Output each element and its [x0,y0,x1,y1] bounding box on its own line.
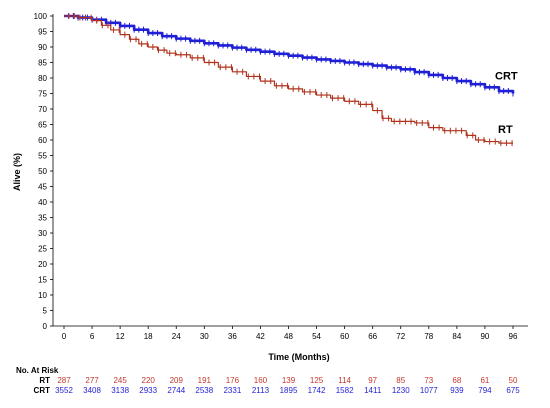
x-tick-label: 84 [452,332,461,341]
risk-value: 97 [368,376,377,385]
y-tick-label: 40 [38,198,47,207]
risk-value: 794 [478,386,492,395]
risk-value: 176 [226,376,240,385]
x-tick-label: 66 [368,332,377,341]
x-tick-label: 36 [228,332,237,341]
risk-row-crt: CRT 3552 3408 3138 2933 2744 2538 2331 2113 1895 1… [34,386,521,395]
risk-value: 114 [338,376,351,385]
x-tick-label: 12 [116,332,125,341]
y-tick-label: 80 [38,74,47,83]
risk-value: 3408 [83,386,101,395]
axes: 0510152025303540455055606570758085909510… [34,12,528,341]
risk-row-rt: RT 287 277 245 220 209 191 176 160 139 125 114 97 85 7… [39,376,518,385]
risk-value: 675 [506,386,520,395]
y-tick-label: 100 [34,12,48,21]
risk-value: 1077 [420,386,438,395]
y-tick-label: 75 [38,90,47,99]
y-tick-label: 0 [43,322,48,331]
x-tick-label: 72 [396,332,405,341]
risk-value: 3138 [111,386,129,395]
risk-value: 2331 [223,386,241,395]
risk-value: 1411 [364,386,382,395]
risk-value: 191 [198,376,212,385]
risk-value: 939 [450,386,464,395]
x-tick-label: 0 [62,332,67,341]
series-label-crt: CRT [495,71,518,83]
y-tick-label: 65 [38,121,47,130]
y-tick-label: 35 [38,214,47,223]
series-rt: RT [64,13,513,147]
x-tick-label: 6 [90,332,95,341]
risk-value: 85 [396,376,405,385]
series-label-rt: RT [498,124,513,136]
x-tick-label: 24 [172,332,181,341]
risk-value: 139 [282,376,296,385]
series-layer: CRT RT [64,13,518,147]
risk-value: 2744 [167,386,185,395]
risk-value: 125 [310,376,324,385]
y-tick-label: 60 [38,136,47,145]
y-tick-label: 10 [38,291,47,300]
x-tick-label: 54 [312,332,321,341]
risk-row-label: RT [39,376,50,385]
risk-row-label: CRT [34,386,51,395]
risk-value: 73 [424,376,433,385]
y-tick-label: 15 [38,276,47,285]
x-tick-label: 18 [144,332,153,341]
risk-value: 1230 [392,386,410,395]
x-tick-label: 78 [424,332,433,341]
risk-value: 3552 [55,386,73,395]
x-tick-label: 42 [256,332,265,341]
x-tick-label: 30 [200,332,209,341]
y-tick-label: 55 [38,152,47,161]
y-tick-label: 25 [38,245,47,254]
x-axis-title: Time (Months) [268,352,329,362]
y-tick-label: 90 [38,43,47,52]
x-tick-label: 48 [284,332,293,341]
series-crt: CRT [64,13,518,97]
y-tick-label: 50 [38,167,47,176]
risk-value: 1582 [336,386,354,395]
risk-value: 209 [170,376,184,385]
y-tick-label: 70 [38,105,47,114]
y-tick-label: 85 [38,59,47,68]
risk-value: 277 [85,376,99,385]
risk-value: 160 [254,376,268,385]
risk-value: 220 [142,376,156,385]
risk-table-title: No. At Risk [16,366,59,375]
y-tick-label: 20 [38,260,47,269]
x-tick-label: 96 [509,332,518,341]
risk-table: RT 287 277 245 220 209 191 176 160 139 125 114 97 85 7… [34,376,521,395]
y-axis-title: Alive (%) [12,153,22,191]
risk-value: 50 [509,376,518,385]
series-line-rt [64,15,513,144]
y-tick-label: 5 [43,307,48,316]
y-tick-label: 95 [38,28,47,37]
risk-value: 2538 [195,386,213,395]
risk-value: 2113 [252,386,270,395]
y-tick-label: 30 [38,229,47,238]
risk-value: 245 [113,376,127,385]
x-tick-label: 60 [340,332,349,341]
y-tick-label: 45 [38,183,47,192]
risk-value: 68 [452,376,461,385]
x-tick-label: 90 [480,332,489,341]
risk-value: 287 [57,376,71,385]
risk-value: 2933 [139,386,157,395]
risk-value: 61 [480,376,489,385]
risk-value: 1742 [308,386,326,395]
risk-value: 1895 [280,386,298,395]
